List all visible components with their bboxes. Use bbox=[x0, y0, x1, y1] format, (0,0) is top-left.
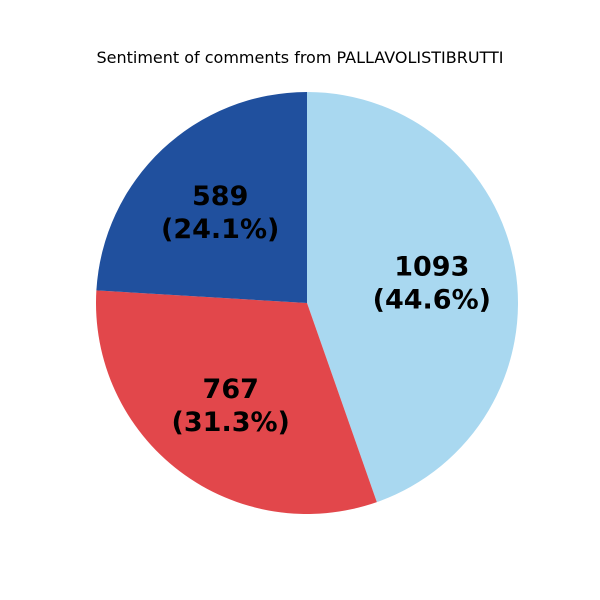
slice-label-2: 589 (24.1%) bbox=[161, 181, 279, 245]
pie-slice-1 bbox=[95, 290, 377, 514]
pie-slice-2 bbox=[96, 92, 307, 303]
chart-title: Sentiment of comments from PALLAVOLISTIB… bbox=[96, 48, 504, 67]
slice-label-1: 767 (31.3%) bbox=[172, 374, 290, 438]
slice-label-0: 1093 (44.6%) bbox=[373, 252, 491, 316]
slice-percent-label: (44.6%) bbox=[373, 285, 491, 316]
slice-percent-label: (24.1%) bbox=[161, 214, 279, 245]
slice-percent-label: (31.3%) bbox=[172, 407, 290, 438]
pie-slice-0 bbox=[307, 92, 519, 503]
slice-value-label: 589 bbox=[192, 181, 248, 212]
slice-value-label: 1093 bbox=[394, 252, 469, 283]
slice-value-label: 767 bbox=[203, 374, 259, 405]
